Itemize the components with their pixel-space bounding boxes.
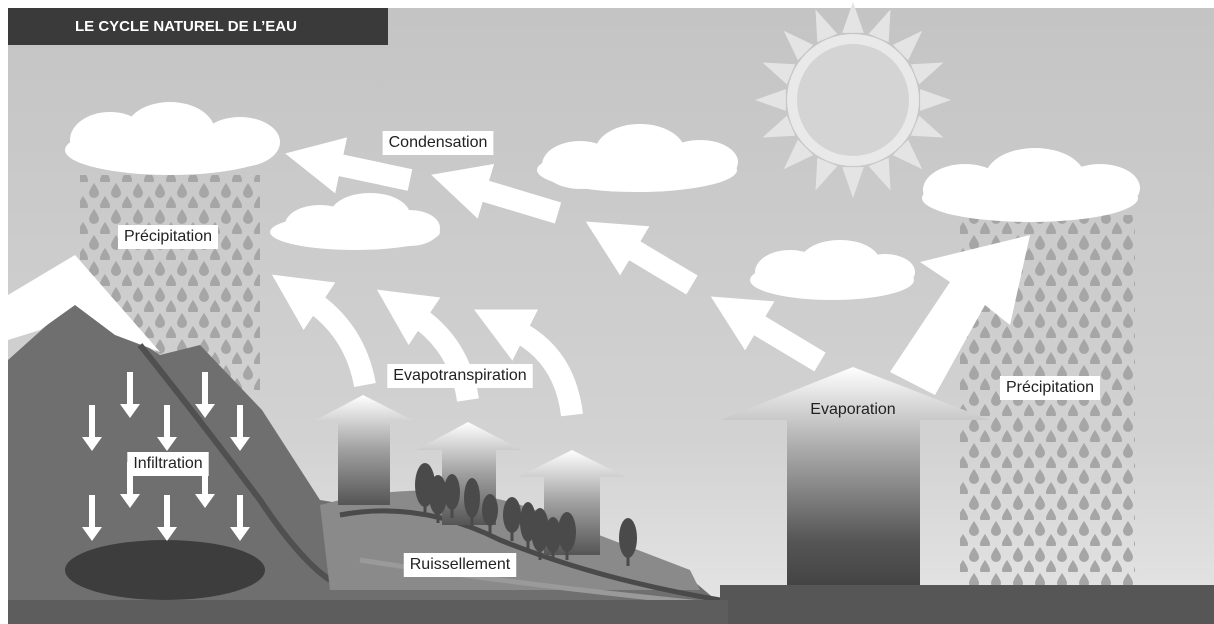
tree	[503, 497, 521, 533]
water-cycle-diagram: LE CYCLE NATUREL DE L’EAU Condensation Pr…	[0, 0, 1214, 624]
label: Précipitation	[124, 228, 212, 245]
tree-trunk	[552, 551, 555, 561]
sun-disc	[797, 44, 909, 156]
tree-trunk	[627, 556, 630, 566]
tree-trunk	[489, 524, 492, 534]
tree	[558, 512, 576, 552]
label: Ruissellement	[410, 556, 511, 573]
tree	[619, 518, 637, 558]
tree-trunk	[437, 513, 440, 523]
tree	[464, 478, 480, 518]
tree	[482, 494, 498, 526]
label: Infiltration	[133, 455, 202, 472]
label: Evapotranspiration	[393, 367, 526, 384]
tree	[444, 474, 460, 510]
tree-trunk	[566, 550, 569, 560]
tree-trunk	[539, 550, 542, 560]
label: Evaporation	[810, 401, 895, 418]
title: LE CYCLE NATUREL DE L’EAU	[75, 18, 297, 35]
tree-trunk	[511, 531, 514, 541]
label: Précipitation	[1006, 379, 1094, 396]
tree-trunk	[424, 505, 427, 515]
tree-trunk	[451, 508, 454, 518]
tree-trunk	[527, 540, 530, 550]
tree-trunk	[471, 516, 474, 526]
ground	[720, 585, 1214, 624]
ground	[8, 600, 728, 624]
label: Condensation	[389, 134, 488, 151]
groundwater	[65, 540, 265, 600]
